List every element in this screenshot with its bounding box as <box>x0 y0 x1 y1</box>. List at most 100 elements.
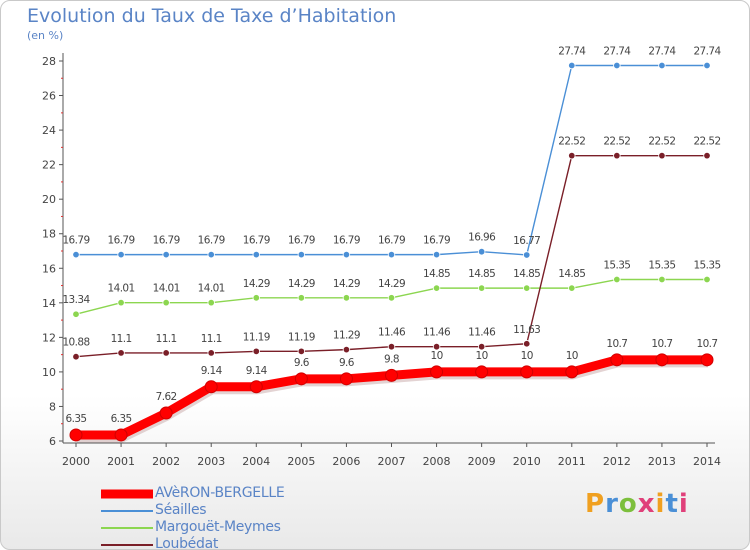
x-tick-label: 2004 <box>242 455 270 468</box>
series-line <box>76 64 707 256</box>
data-label: 16.79 <box>198 235 225 247</box>
data-point <box>207 298 215 307</box>
data-point <box>72 310 80 318</box>
x-tick-label: 2007 <box>378 455 406 468</box>
logo-letter: i <box>678 489 689 519</box>
legend-swatch <box>101 509 153 512</box>
data-label: 11.19 <box>288 331 315 343</box>
logo-letter: P <box>585 489 606 519</box>
data-point <box>700 353 714 367</box>
data-label: 16.79 <box>243 235 270 247</box>
data-label: 11.46 <box>468 327 496 339</box>
data-label: 22.52 <box>693 136 720 148</box>
data-label: 14.85 <box>513 268 540 280</box>
data-label: 10 <box>430 350 442 362</box>
legend-swatch <box>101 489 153 498</box>
data-point <box>162 349 170 357</box>
data-label: 14.01 <box>198 283 225 295</box>
data-point <box>252 250 260 259</box>
data-label: 10.7 <box>651 338 672 350</box>
data-label: 15.35 <box>603 260 630 272</box>
data-label: 11.1 <box>111 333 132 345</box>
data-point <box>613 61 621 70</box>
data-point <box>117 298 125 307</box>
series-0: 6.35 6.35 7.62 9.14 9.14 9.6 9.6 9.8 10 10 10 10 10.… <box>66 338 718 443</box>
data-label: 11.19 <box>243 331 270 343</box>
data-label: 11.63 <box>513 324 540 336</box>
data-point <box>72 353 80 361</box>
x-tick-label: 2003 <box>197 455 225 468</box>
data-point <box>568 151 576 160</box>
data-label: 9.6 <box>339 357 355 369</box>
x-tick-label: 2009 <box>468 455 496 468</box>
data-label: 15.35 <box>648 260 675 272</box>
data-label: 16.79 <box>108 235 135 247</box>
data-label: 13.34 <box>62 294 90 306</box>
data-point <box>520 365 534 379</box>
data-label: 16.79 <box>62 235 89 247</box>
data-point <box>162 250 170 259</box>
x-tick-label: 2010 <box>513 455 541 468</box>
data-label: 14.29 <box>243 278 270 290</box>
logo-letter: o <box>618 489 638 519</box>
data-point <box>387 250 396 259</box>
data-label: 16.79 <box>423 235 450 247</box>
data-label: 14.29 <box>378 278 405 290</box>
data-point <box>658 275 666 284</box>
legend-label: Séailles <box>155 502 207 518</box>
data-label: 14.85 <box>468 268 495 280</box>
data-label: 10 <box>521 350 533 362</box>
data-label: 10.7 <box>697 338 718 350</box>
y-tick-label: 20 <box>42 193 56 206</box>
x-tick-label: 2006 <box>332 455 360 468</box>
data-label: 27.74 <box>648 45 676 57</box>
data-point <box>432 284 441 292</box>
data-label: 9.8 <box>384 353 399 365</box>
data-label: 14.01 <box>108 283 135 295</box>
x-tick-label: 2005 <box>287 455 315 468</box>
data-label: 11.1 <box>156 333 177 345</box>
data-label: 11.29 <box>333 330 360 342</box>
data-point <box>703 151 711 160</box>
data-label: 16.79 <box>288 235 315 247</box>
x-tick-label: 2011 <box>558 455 586 468</box>
data-label: 11.46 <box>423 327 451 339</box>
data-point <box>117 250 125 259</box>
data-point <box>342 294 351 302</box>
data-point <box>294 372 308 386</box>
data-point <box>159 406 173 420</box>
data-label: 10.88 <box>62 337 89 349</box>
data-label: 9.14 <box>246 365 268 377</box>
data-label: 14.29 <box>333 278 360 290</box>
data-label: 22.52 <box>558 136 585 148</box>
data-label: 14.29 <box>288 278 315 290</box>
data-label: 22.52 <box>603 136 630 148</box>
data-point <box>204 380 218 394</box>
x-tick-label: 2000 <box>62 455 90 468</box>
y-tick-label: 22 <box>42 159 56 172</box>
legend-swatch <box>101 543 153 546</box>
legend-swatch <box>101 526 153 529</box>
legend-label: Loubédat <box>155 536 219 550</box>
data-point <box>655 353 669 367</box>
data-point <box>613 151 621 160</box>
data-label: 10 <box>566 350 578 362</box>
data-point <box>568 284 576 292</box>
y-tick-label: 6 <box>49 435 56 448</box>
data-label: 11.46 <box>378 327 406 339</box>
x-tick-label: 2008 <box>423 455 451 468</box>
data-point <box>385 368 398 382</box>
data-label: 10 <box>476 350 488 362</box>
data-label: 16.79 <box>153 235 180 247</box>
data-point <box>339 372 353 386</box>
data-label: 9.14 <box>201 365 223 377</box>
data-point <box>477 247 486 256</box>
data-label: 27.74 <box>693 45 721 57</box>
data-label: 22.52 <box>648 136 675 148</box>
data-label: 14.01 <box>153 283 180 295</box>
data-point <box>477 342 486 351</box>
logo-letter: r <box>605 489 619 519</box>
data-label: 16.79 <box>378 235 405 247</box>
data-point <box>207 250 215 259</box>
